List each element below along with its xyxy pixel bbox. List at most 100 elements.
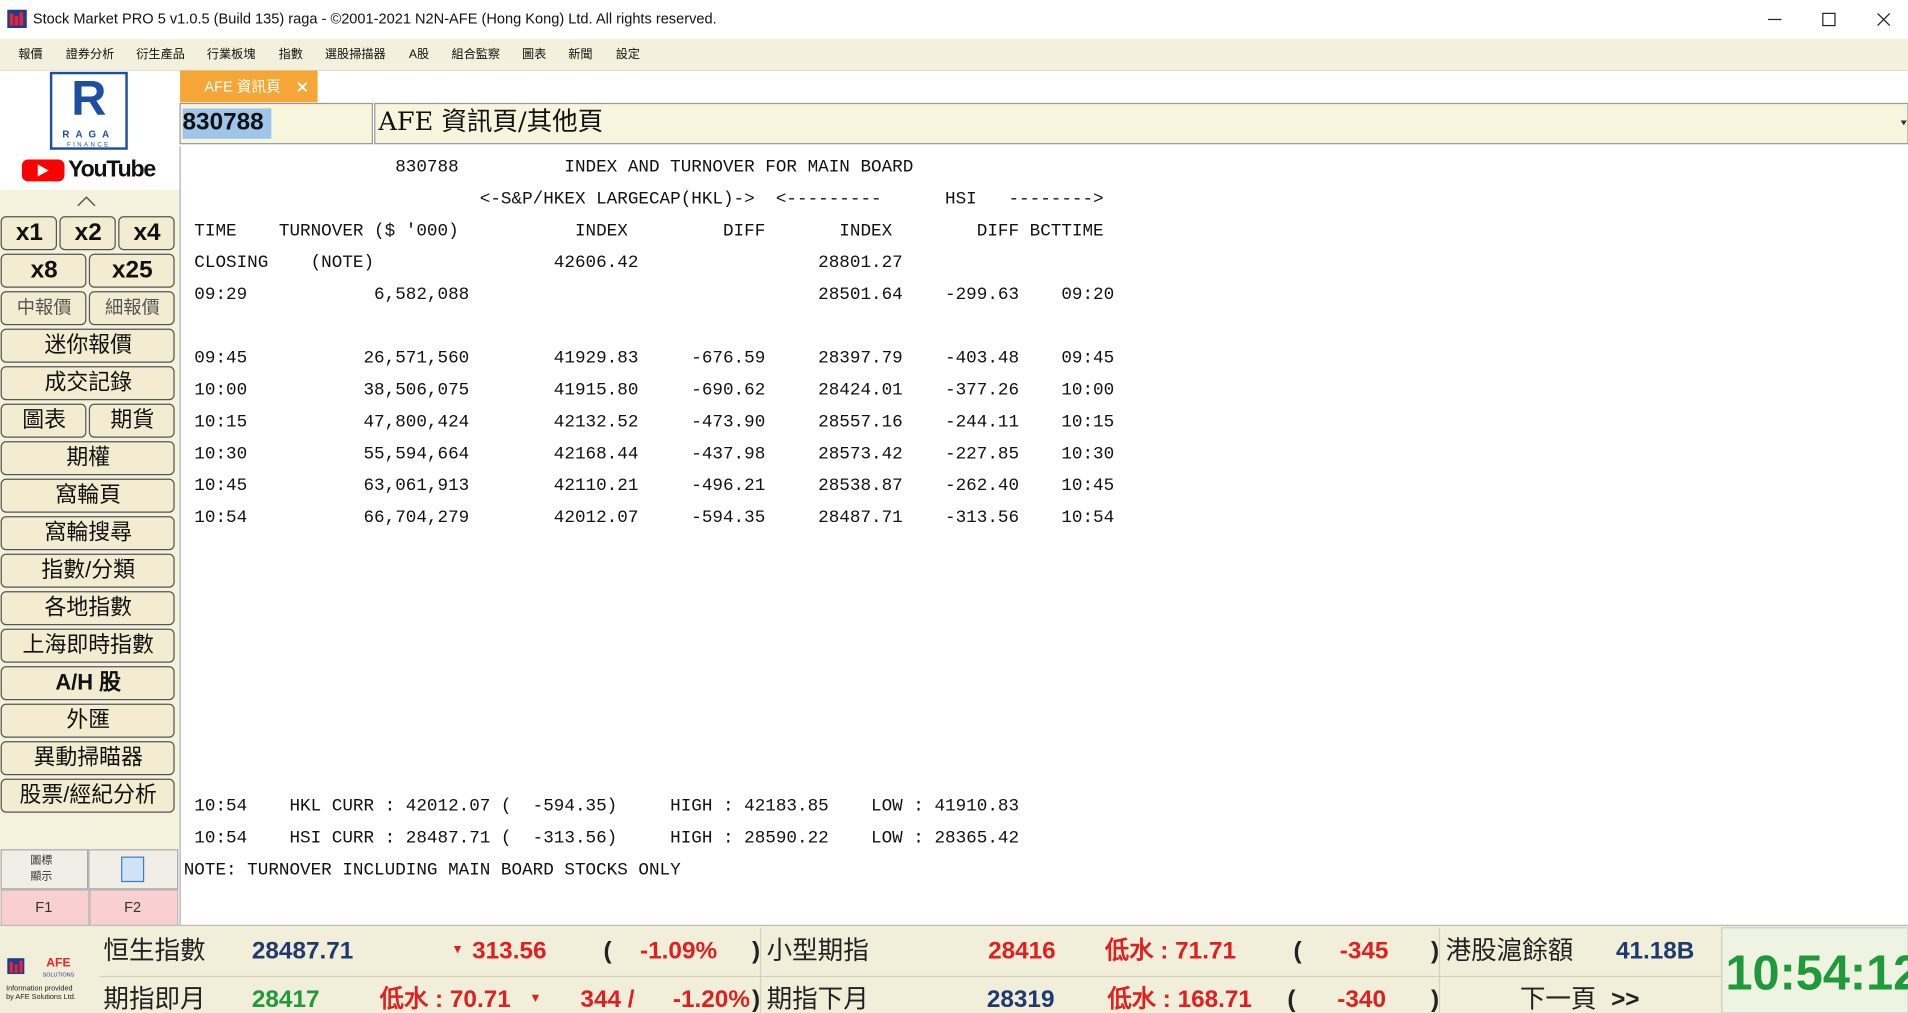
sidebar-button-label[interactable]: 圖表 (22, 407, 66, 432)
sidebar-button-label[interactable]: 迷你報價 (44, 332, 132, 357)
sidebar-button-label[interactable]: 外匯 (66, 707, 110, 732)
menu-item[interactable]: 報價 (18, 47, 42, 61)
sidebar-button[interactable] (0, 553, 175, 588)
menu-item[interactable]: 衍生產品 (136, 46, 185, 61)
provider-sub: SOLUTIONS (43, 973, 75, 979)
sidebar-button[interactable] (0, 366, 175, 401)
menu-item[interactable]: 圖表 (522, 47, 546, 61)
menu-item[interactable]: 證券分析 (66, 46, 115, 61)
ticker-value: ) (1431, 938, 1439, 965)
sidebar-button-label[interactable]: 期權 (66, 445, 110, 470)
menu-item[interactable]: A股 (409, 47, 429, 61)
sidebar-button[interactable] (59, 216, 116, 251)
sidebar-button[interactable] (0, 516, 175, 551)
sidebar-button[interactable] (88, 291, 175, 326)
ticker-label: 恒生指數 (103, 937, 205, 965)
sidebar-button-label[interactable]: x4 (134, 219, 162, 246)
sidebar-button[interactable] (88, 403, 175, 438)
ticker-label: 期指下月 (767, 986, 869, 1013)
sidebar-button-label[interactable]: 指數/分類 (41, 557, 135, 582)
provider-logo (7, 958, 25, 975)
sidebar-button-label[interactable]: 各地指數 (44, 595, 132, 620)
sidebar-button[interactable] (118, 216, 175, 251)
sidebar-button[interactable] (0, 216, 57, 251)
tab-close[interactable] (297, 82, 308, 92)
youtube-label[interactable]: YouTube (68, 156, 157, 182)
page-title-field[interactable] (374, 102, 1908, 145)
function-key-label[interactable]: F1 (35, 900, 52, 916)
sidebar-button[interactable] (0, 666, 175, 701)
dropdown-arrow[interactable] (1900, 120, 1907, 126)
sidebar-button-label[interactable]: x1 (16, 219, 43, 246)
sidebar-button[interactable] (0, 741, 175, 776)
close-button[interactable] (1877, 12, 1891, 26)
ticker-bar (0, 925, 1908, 1013)
function-key[interactable] (89, 889, 179, 926)
sidebar-button-label[interactable]: 期貨 (110, 407, 154, 432)
maximize-button[interactable] (1822, 12, 1836, 27)
ticker-value: 低水 : 71.71 (1104, 938, 1236, 965)
logo-tagline: FINANCE (67, 141, 111, 148)
youtube-link[interactable]: YouTube (21, 156, 158, 182)
sidebar-button[interactable] (0, 291, 87, 326)
sidebar-button-label[interactable]: 股票/經紀分析 (20, 782, 157, 807)
ticker-value: ) (1431, 986, 1439, 1013)
data-row: 10:15 47,800,424 42132.52 -473.90 28557.… (184, 412, 1114, 432)
menu-item[interactable]: 設定 (616, 46, 640, 61)
sidebar-button[interactable] (0, 703, 175, 738)
tab[interactable]: AFE 資訊頁 (180, 70, 318, 103)
sidebar-button[interactable] (0, 403, 87, 438)
data-row: 10:30 55,594,664 42168.44 -437.98 28573.… (184, 444, 1114, 464)
sidebar-button-label[interactable]: x25 (112, 257, 153, 284)
code-value[interactable]: 830788 (183, 108, 264, 135)
sidebar-button[interactable] (0, 591, 175, 626)
sidebar-button[interactable] (88, 253, 175, 288)
sidebar-button-label[interactable]: A/H 股 (55, 670, 121, 695)
ticker-value: ( (604, 938, 613, 965)
sidebar-button-label[interactable]: x8 (31, 257, 58, 284)
header-line: CLOSING (NOTE) 42606.42 28801.27 (184, 253, 903, 273)
icon-toggle-label[interactable]: 顯示 (30, 870, 52, 883)
sidebar-button-label[interactable]: 窩輪搜尋 (44, 520, 132, 545)
logo-name: RAGA (62, 130, 115, 141)
sidebar-button[interactable] (0, 441, 175, 476)
ticker-value: ( (1293, 938, 1302, 965)
clock: 10:54:12 (1725, 946, 1908, 1000)
layout-icon[interactable] (121, 856, 145, 883)
sidebar-button-label[interactable]: 中報價 (17, 297, 72, 318)
sidebar-button-label[interactable]: 異動掃瞄器 (34, 745, 144, 770)
icon-toggle-label[interactable]: 圖標 (30, 853, 52, 867)
function-key-label[interactable]: F2 (124, 900, 141, 916)
sidebar-button-label[interactable]: x2 (75, 219, 102, 246)
icon-toggle[interactable] (0, 849, 89, 890)
menu-item[interactable]: 組合監察 (451, 46, 500, 61)
ticker-value: 313.56 (472, 938, 546, 965)
menu-item[interactable]: 指數 (279, 46, 303, 61)
sidebar-button[interactable] (0, 628, 175, 663)
menu-item[interactable]: 新聞 (568, 46, 592, 61)
clock-panel (1721, 927, 1908, 1013)
sidebar-button-label[interactable]: 窩輪頁 (55, 482, 121, 507)
sidebar-button[interactable] (0, 478, 175, 513)
ticker-value: ) (752, 938, 760, 965)
tab-label[interactable]: AFE 資訊頁 (204, 79, 280, 96)
ticker-label: 下一頁 (1520, 986, 1597, 1013)
scroll-up[interactable] (77, 196, 96, 207)
sidebar-button-label[interactable]: 成交記錄 (44, 370, 132, 395)
ticker-value: -1.20% (673, 986, 750, 1013)
window-title: Stock Market PRO 5 v1.0.5 (Build 135) ra… (33, 11, 717, 27)
ticker-label: 港股滬餘額 (1446, 937, 1574, 965)
sidebar-button[interactable] (0, 328, 175, 363)
sidebar-button[interactable] (0, 253, 87, 288)
sidebar-button[interactable] (0, 778, 175, 813)
menu-item[interactable]: 行業板塊 (207, 46, 256, 61)
function-key[interactable] (0, 889, 90, 926)
title-bar (0, 0, 1908, 39)
sidebar-button-label[interactable]: 上海即時指數 (23, 632, 154, 657)
ticker-value: 344 / (580, 986, 634, 1013)
menu-item[interactable]: 選股掃描器 (325, 46, 386, 61)
ticker-value[interactable]: >> (1611, 986, 1639, 1013)
ticker-value: 低水 : 168.71 (1106, 986, 1252, 1013)
footer-line: 10:54 HSI CURR : 28487.71 ( -313.56) HIG… (184, 829, 1019, 849)
sidebar-button-label[interactable]: 細報價 (105, 297, 160, 318)
